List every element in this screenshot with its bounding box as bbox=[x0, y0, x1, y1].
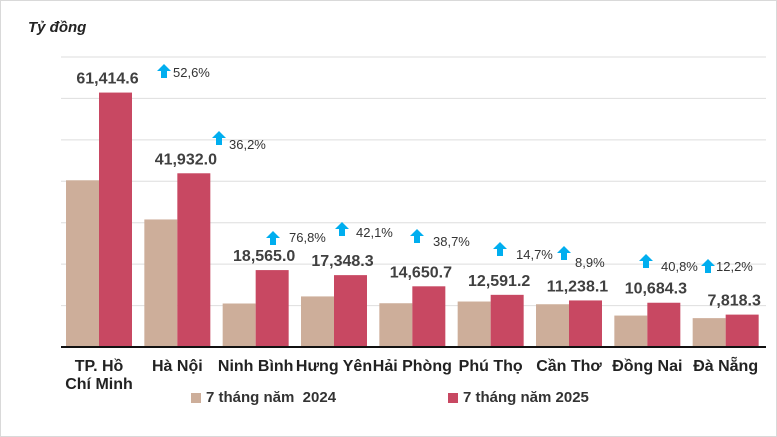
category-label: Đồng Nai bbox=[612, 358, 682, 375]
category-label-line: TP. Hồ bbox=[75, 358, 124, 375]
bar-2025 bbox=[647, 302, 681, 347]
bar-2025 bbox=[334, 275, 367, 347]
category-label-line: Chí Minh bbox=[65, 376, 133, 393]
arrow-up-icon bbox=[266, 231, 280, 245]
data-label: 11,238.1 bbox=[547, 278, 609, 295]
category-label: Ninh Bình bbox=[218, 358, 294, 375]
category-label: Cần Thơ bbox=[536, 358, 602, 375]
bar-2024 bbox=[379, 303, 413, 347]
category-label-line: Hải Phòng bbox=[373, 358, 452, 375]
category-label-line: Hà Nội bbox=[152, 358, 203, 375]
data-label: 61,414.6 bbox=[76, 71, 138, 88]
category-label: Hà Nội bbox=[152, 358, 203, 375]
growth-label: 40,8% bbox=[661, 259, 698, 274]
category-label-line: Đà Nẵng bbox=[693, 355, 758, 375]
bar-2025 bbox=[255, 270, 289, 347]
data-label: 14,650.7 bbox=[390, 264, 452, 281]
bar-2025 bbox=[725, 314, 759, 347]
bar-2024 bbox=[222, 303, 256, 347]
category-label-line: Hưng Yên bbox=[296, 358, 372, 375]
arrow-up-icon bbox=[335, 222, 349, 236]
bar-2024 bbox=[144, 219, 178, 347]
growth-label: 52,6% bbox=[173, 65, 210, 80]
data-label: 10,684.3 bbox=[625, 281, 687, 298]
arrow-up-icon bbox=[157, 64, 171, 78]
legend-item-2024: 7 tháng năm 2024 bbox=[191, 389, 336, 406]
category-label-line: Phú Thọ bbox=[459, 358, 523, 375]
category-label-line: Đồng Nai bbox=[612, 358, 682, 375]
category-label-line: Ninh Bình bbox=[218, 358, 294, 375]
growth-label: 12,2% bbox=[716, 259, 753, 274]
category-label-line: Cần Thơ bbox=[536, 358, 602, 375]
bar-2024 bbox=[692, 318, 726, 347]
category-label: TP. Hồ Chí Minh bbox=[65, 358, 133, 393]
category-label: Hưng Yên bbox=[296, 358, 372, 375]
arrow-up-icon bbox=[701, 259, 715, 273]
bar-2024 bbox=[614, 315, 648, 347]
legend-item-2025: 7 tháng năm 2025 bbox=[448, 389, 589, 406]
bar-2024 bbox=[301, 296, 334, 347]
growth-label: 14,7% bbox=[516, 247, 553, 262]
data-label: 17,348.3 bbox=[311, 253, 373, 270]
bar-2025 bbox=[569, 300, 602, 347]
y-axis-unit: Tỷ đồng bbox=[28, 19, 87, 36]
arrow-up-icon bbox=[557, 246, 571, 260]
arrow-up-icon bbox=[493, 242, 507, 256]
growth-label: 36,2% bbox=[229, 137, 266, 152]
category-label: Phú Thọ bbox=[459, 358, 523, 375]
data-label: 12,591.2 bbox=[468, 273, 530, 290]
growth-label: 38,7% bbox=[433, 234, 470, 249]
legend-swatch-2025 bbox=[448, 392, 458, 403]
arrow-up-icon bbox=[410, 229, 424, 243]
category-label: Hải Phòng bbox=[373, 358, 452, 375]
bar-2024 bbox=[457, 301, 491, 347]
data-label: 18,565.0 bbox=[233, 248, 295, 265]
bar-2025 bbox=[490, 294, 524, 347]
legend-label-2024: 7 tháng năm 2024 bbox=[206, 389, 337, 406]
category-label: Đà Nẵng bbox=[693, 355, 758, 375]
legend-label-2025: 7 tháng năm 2025 bbox=[463, 389, 589, 406]
growth-label: 76,8% bbox=[289, 230, 326, 245]
bar-2024 bbox=[536, 304, 569, 347]
growth-label: 42,1% bbox=[356, 225, 393, 240]
growth-label: 8,9% bbox=[575, 255, 605, 270]
arrow-up-icon bbox=[212, 131, 226, 145]
data-label: 7,818.3 bbox=[707, 293, 760, 310]
data-label: 41,932.0 bbox=[155, 151, 217, 168]
bar-2025 bbox=[412, 286, 446, 347]
arrow-up-icon bbox=[639, 254, 653, 268]
legend-swatch-2024 bbox=[191, 392, 201, 403]
bar-2025 bbox=[177, 173, 211, 347]
bar-2025 bbox=[99, 92, 132, 347]
bar-2024 bbox=[66, 180, 99, 347]
